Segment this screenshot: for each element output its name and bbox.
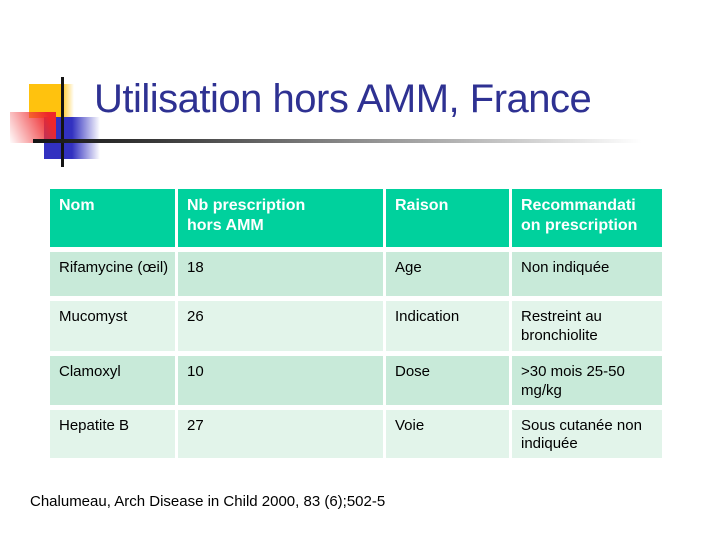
cell-recommandation: Restreint au bronchiolite — [512, 301, 662, 351]
table-header-row: Nom Nb prescription hors AMM Raison Reco… — [50, 189, 662, 247]
table-row: Rifamycine (œil) 18 Age Non indiquée — [50, 252, 662, 296]
cell-nb: 10 — [178, 356, 383, 405]
cell-recommandation: Sous cutanée non indiquée — [512, 409, 662, 458]
slide-title: Utilisation hors AMM, France — [94, 77, 592, 121]
col-header-nb-prescription: Nb prescription hors AMM — [178, 189, 383, 247]
cell-recommandation: Non indiquée — [512, 252, 662, 296]
cell-raison: Indication — [386, 301, 509, 351]
off-label-prescriptions-table: Nom Nb prescription hors AMM Raison Reco… — [47, 184, 665, 463]
col-header-recommandation: Recommandati on prescription — [512, 189, 662, 247]
col-header-raison: Raison — [386, 189, 509, 247]
header-label: on prescription — [521, 217, 638, 234]
citation-text: Chalumeau, Arch Disease in Child 2000, 8… — [30, 493, 386, 510]
decor-red-square — [10, 112, 56, 143]
table-row: Mucomyst 26 Indication Restreint au bron… — [50, 301, 662, 351]
cell-nom: Mucomyst — [50, 301, 175, 351]
header-label: Nom — [59, 197, 95, 214]
header-label: Nb prescription — [187, 197, 306, 214]
cell-nb: 27 — [178, 409, 383, 458]
header-label: Recommandati — [521, 197, 636, 214]
col-header-nom: Nom — [50, 189, 175, 247]
cell-nb: 26 — [178, 301, 383, 351]
cell-nom: Rifamycine (œil) — [50, 252, 175, 296]
header-label: hors AMM — [187, 217, 264, 234]
cell-nb: 18 — [178, 252, 383, 296]
cell-raison: Dose — [386, 356, 509, 405]
cell-raison: Age — [386, 252, 509, 296]
cell-nom: Clamoxyl — [50, 356, 175, 405]
cell-recommandation: >30 mois 25-50 mg/kg — [512, 356, 662, 405]
cell-nom: Hepatite B — [50, 409, 175, 458]
table-row: Clamoxyl 10 Dose >30 mois 25-50 mg/kg — [50, 356, 662, 405]
decor-vertical-line — [61, 77, 64, 167]
header-label: Raison — [395, 197, 449, 214]
table-row: Hepatite B 27 Voie Sous cutanée non indi… — [50, 409, 662, 458]
cell-raison: Voie — [386, 409, 509, 458]
title-underline-rule — [33, 139, 667, 143]
